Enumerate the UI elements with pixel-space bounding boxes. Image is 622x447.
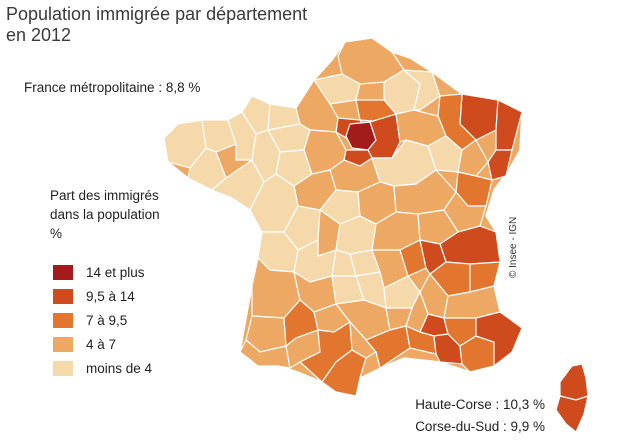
legend-title-line-2: dans la population <box>50 207 160 222</box>
legend-item: 9,5 à 14 <box>52 284 152 308</box>
national-average-label: France métropolitaine : 8,8 % <box>24 80 201 95</box>
legend-label-1: 14 et plus <box>86 264 145 280</box>
legend-swatch-3 <box>52 311 74 329</box>
legend-title-line-3: % <box>50 226 63 241</box>
legend-label-5: moins de 4 <box>86 360 153 376</box>
corsica-corse-du-sud <box>555 395 589 433</box>
region-pyrenees-atlantiques <box>239 339 291 369</box>
corse-du-sud-label: Corse-du-Sud : 9,9 % <box>415 419 545 434</box>
legend-title-line-1: Part des immigrés <box>50 188 159 203</box>
region-vosges <box>457 139 489 177</box>
region-aude <box>359 351 381 380</box>
map-title-line-1: Population immigrée par département <box>6 4 308 24</box>
map-title-line-2: en 2012 <box>6 25 72 45</box>
legend-label-2: 9,5 à 14 <box>86 288 135 304</box>
legend-item: 7 à 9,5 <box>52 308 152 332</box>
corsica-labels: Haute-Corse : 10,3 % Corse-du-Sud : 9,9 … <box>380 394 545 438</box>
legend-item: 14 et plus <box>52 260 152 284</box>
legend-label-4: 4 à 7 <box>86 336 117 352</box>
legend-item: moins de 4 <box>52 356 152 380</box>
legend-swatch-4 <box>52 335 74 353</box>
map-title: Population immigrée par département en 2… <box>6 4 386 46</box>
legend-item: 4 à 7 <box>52 332 152 356</box>
legend-label-3: 7 à 9,5 <box>86 312 128 328</box>
legend-swatch-5 <box>52 359 74 377</box>
legend-swatch-1 <box>52 263 74 281</box>
legend: 14 et plus 9,5 à 14 7 à 9,5 4 à 7 moins … <box>52 260 152 380</box>
region-haut-rhin <box>487 149 513 181</box>
region-ardennes <box>402 69 441 111</box>
haute-corse-label: Haute-Corse : 10,3 % <box>415 397 545 412</box>
corsica-haute-corse <box>559 363 589 401</box>
copyright-notice: © Insee - IGN <box>508 216 519 278</box>
legend-title: Part des immigrés dans la population % <box>50 186 200 243</box>
legend-swatch-2 <box>52 287 74 305</box>
region-alpes-maritimes <box>475 311 523 368</box>
region-savoie <box>469 261 501 293</box>
region-cotes-armor <box>201 119 237 153</box>
